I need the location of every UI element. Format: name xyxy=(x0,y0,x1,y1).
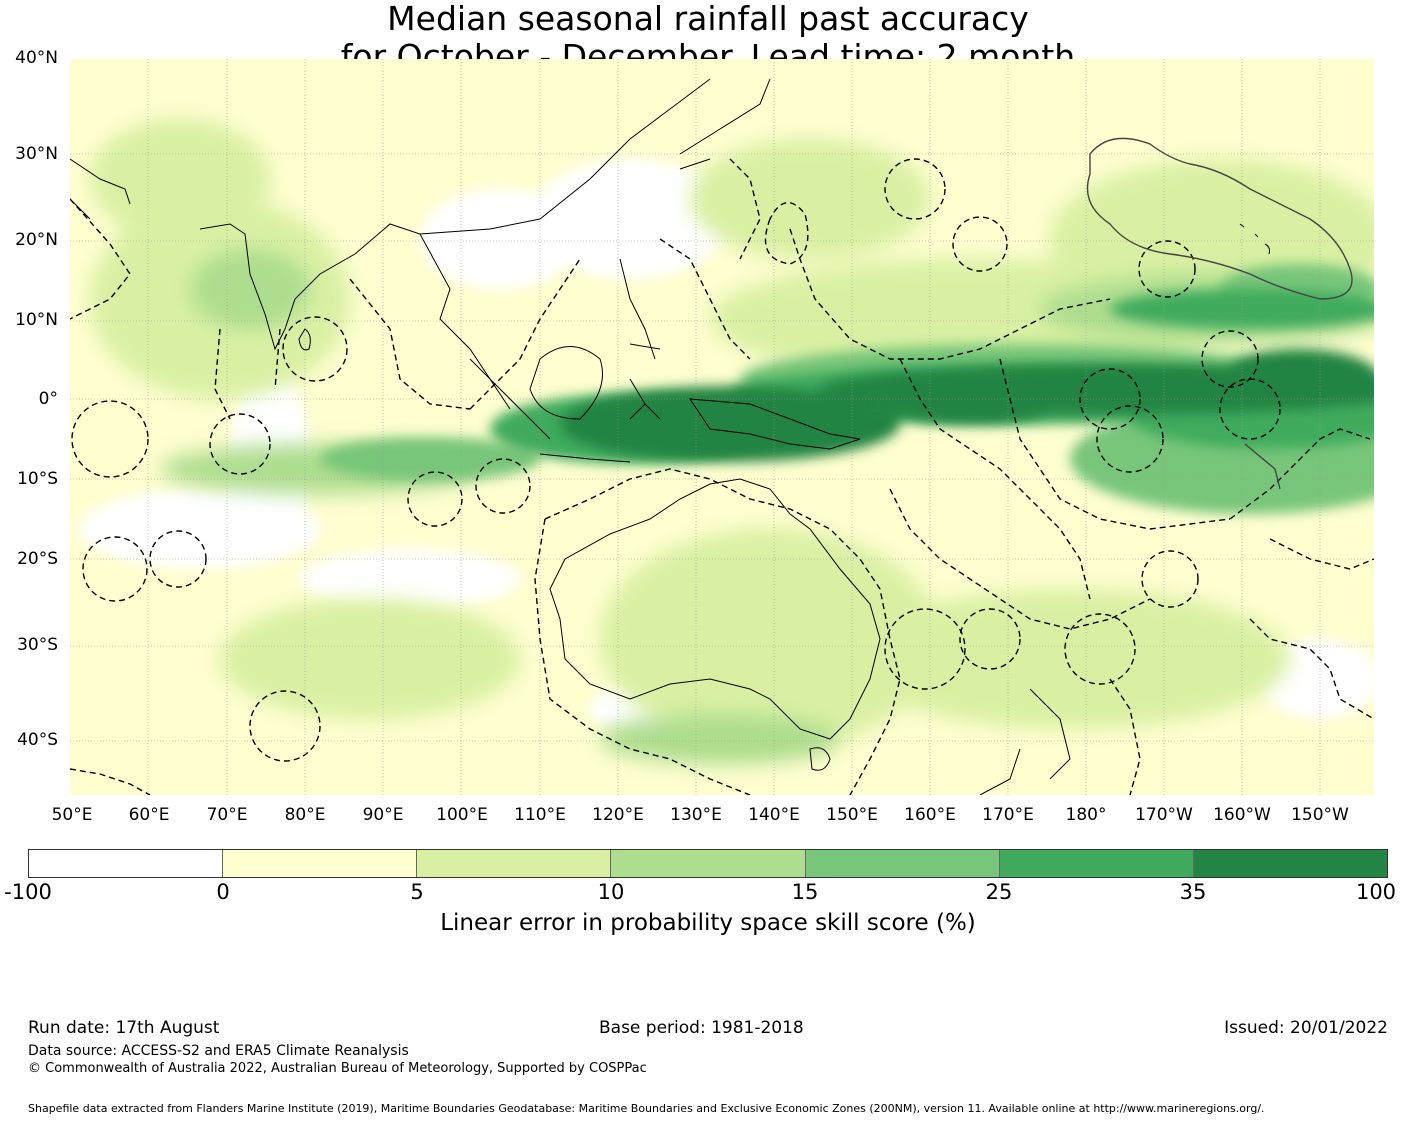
lon-label: 150°E xyxy=(826,805,878,825)
coastlines xyxy=(69,78,1270,796)
copyright-notice: © Commonwealth of Australia 2022, Austra… xyxy=(28,1061,647,1076)
lon-label: 130°E xyxy=(670,805,722,825)
lon-label: 60°E xyxy=(128,805,170,825)
colorbar-segment xyxy=(611,850,806,877)
colorbar-segment xyxy=(29,850,224,877)
shapefile-credit: Shapefile data extracted from Flanders M… xyxy=(28,1102,1265,1115)
lon-label: 70°E xyxy=(206,805,248,825)
lon-label: 90°E xyxy=(362,805,404,825)
skill-map xyxy=(69,59,1416,796)
lon-label: 170°E xyxy=(982,805,1034,825)
colorbar-tick: 0 xyxy=(216,880,230,904)
lon-label: 50°E xyxy=(51,805,93,825)
colorbar-segment xyxy=(999,850,1194,877)
special-boundaries xyxy=(1086,137,1353,490)
colorbar-tick: 5 xyxy=(410,880,424,904)
eez-boundaries xyxy=(69,158,1375,796)
lon-label: 100°E xyxy=(436,805,488,825)
lon-label: 80°E xyxy=(284,805,326,825)
lon-label: 170°W xyxy=(1135,805,1193,825)
lat-label: 30°S xyxy=(17,635,58,655)
lon-label: 150°W xyxy=(1291,805,1349,825)
run-date: Run date: 17th August xyxy=(28,1018,220,1038)
lat-label: 20°S xyxy=(17,549,58,569)
lon-label: 110°E xyxy=(514,805,566,825)
colorbar-tick: 35 xyxy=(1179,880,1207,904)
colorbar-segment xyxy=(805,850,1000,877)
skill-35-100-areas xyxy=(560,349,1416,462)
graticule xyxy=(70,59,1374,795)
colorbar-tick: 100 xyxy=(1355,880,1397,904)
lat-label: 0° xyxy=(38,389,58,409)
lat-label: 10°S xyxy=(17,469,58,489)
colorbar-segment xyxy=(1193,850,1387,877)
lon-label: 120°E xyxy=(592,805,644,825)
data-source: Data source: ACCESS-S2 and ERA5 Climate … xyxy=(28,1043,409,1059)
colorbar-tick: -100 xyxy=(4,880,52,904)
map-title-line-1: Median seasonal rainfall past accuracy xyxy=(387,0,1029,38)
base-period: Base period: 1981-2018 xyxy=(599,1018,804,1038)
lat-label: 30°N xyxy=(15,144,58,164)
colorbar xyxy=(28,849,1388,878)
lat-label: 40°S xyxy=(17,730,58,750)
issued-date: Issued: 20/01/2022 xyxy=(1224,1018,1388,1038)
colorbar-segment xyxy=(223,850,418,877)
lat-label: 40°N xyxy=(15,48,58,68)
lon-label: 180° xyxy=(1065,805,1107,825)
colorbar-tick: 10 xyxy=(597,880,625,904)
lon-label: 160°W xyxy=(1213,805,1271,825)
colorbar-label: Linear error in probability space skill … xyxy=(440,910,976,936)
colorbar-tick: 15 xyxy=(791,880,819,904)
colorbar-tick: 25 xyxy=(985,880,1013,904)
lat-label: 10°N xyxy=(15,310,58,330)
skill-5-10-areas xyxy=(90,119,1390,749)
lon-label: 140°E xyxy=(748,805,800,825)
lon-label: 160°E xyxy=(904,805,956,825)
colorbar-segment xyxy=(417,850,612,877)
lat-label: 20°N xyxy=(15,230,58,250)
skill-map-svg xyxy=(69,59,1416,796)
